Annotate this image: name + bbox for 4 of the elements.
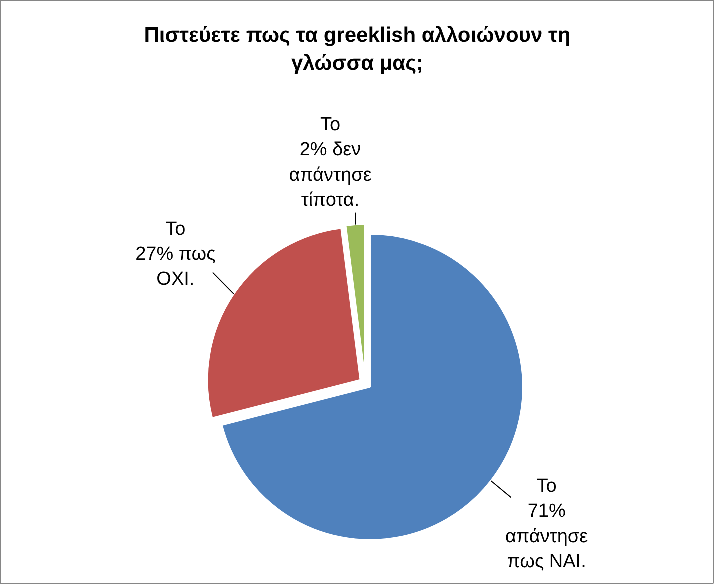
chart-title: Πιστεύετε πως τα greeklish αλλοιώνουν τη γλώσσα μας;: [144, 24, 571, 75]
data-label: Το 27% πως ΟΧΙ.: [136, 218, 216, 290]
data-label: Το 71% απάντησε πως ΝΑΙ.: [506, 476, 589, 572]
data-label: Το 2% δεν απάντησε τίποτα.: [289, 114, 372, 212]
